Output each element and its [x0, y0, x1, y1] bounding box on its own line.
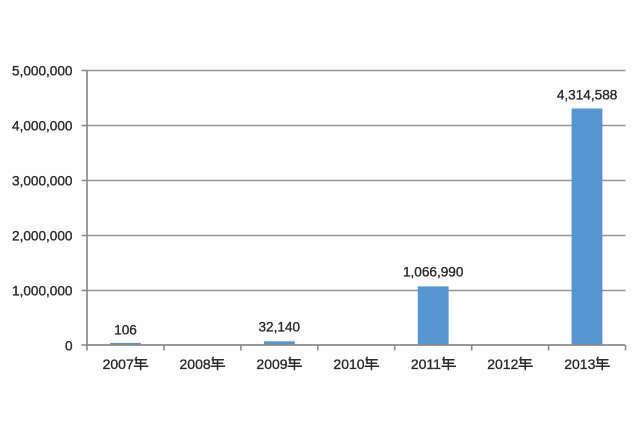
svg-text:1,066,990: 1,066,990: [403, 264, 464, 279]
svg-text:2010: 2010: [333, 356, 364, 372]
svg-text:2009: 2009: [256, 356, 287, 372]
svg-text:2007: 2007: [103, 356, 134, 372]
svg-text:2013: 2013: [564, 356, 595, 372]
svg-text:2,000,000: 2,000,000: [12, 229, 73, 244]
svg-text:2012: 2012: [487, 356, 518, 372]
svg-text:2011: 2011: [411, 356, 441, 372]
svg-text:0: 0: [65, 338, 73, 353]
svg-text:4,314,588: 4,314,588: [557, 88, 617, 103]
svg-text:32,140: 32,140: [259, 320, 301, 335]
svg-text:1,000,000: 1,000,000: [12, 284, 73, 299]
svg-text:2008: 2008: [180, 356, 211, 372]
svg-text:5,000,000: 5,000,000: [12, 64, 73, 79]
svg-text:106: 106: [114, 323, 137, 338]
svg-text:3,000,000: 3,000,000: [12, 174, 73, 189]
svg-text:4,000,000: 4,000,000: [12, 119, 73, 134]
